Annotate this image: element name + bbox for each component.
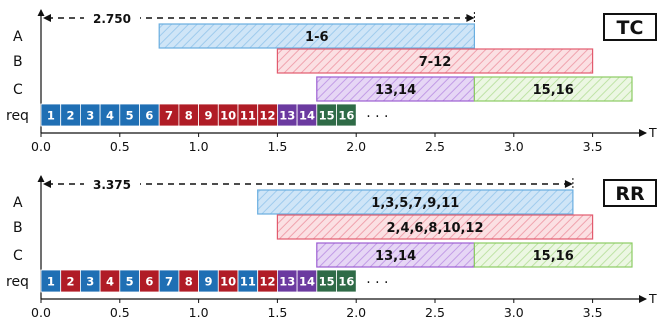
request-label: 13 [279, 275, 295, 289]
bar-label: 2,4,6,8,10,12 [386, 221, 483, 236]
duration-label-bg [84, 176, 140, 192]
tick-label: 0.5 [110, 305, 130, 320]
request-ellipsis: · · · [366, 109, 388, 125]
tick-label: 2.0 [346, 139, 366, 154]
bar-green [473, 76, 633, 102]
bar-label: 15,16 [533, 83, 574, 98]
request-label: 1 [47, 109, 55, 123]
request-label: 3 [86, 109, 94, 123]
request-label: 2 [67, 109, 75, 123]
request-label: 11 [240, 109, 256, 123]
bar-label: 1-6 [305, 30, 329, 45]
row-label-b: B [13, 220, 23, 236]
tick-label: 0.0 [31, 139, 51, 154]
bar-red [276, 48, 594, 74]
request-label: 16 [338, 109, 354, 123]
request-label: 12 [260, 275, 276, 289]
duration-arrow-left [43, 14, 51, 22]
request-label: 12 [260, 109, 276, 123]
duration-label: 3.375 [93, 178, 131, 192]
request-label: 8 [185, 275, 193, 289]
scheme-badge [603, 179, 657, 207]
duration-label: 2.750 [93, 12, 131, 26]
duration-label-bg [84, 10, 140, 26]
tick-label: 3.5 [583, 139, 603, 154]
tick-label: 3.0 [504, 305, 524, 320]
tick-label: 2.5 [425, 139, 445, 154]
row-label-a: A [13, 29, 23, 45]
bar-green [473, 242, 633, 268]
bar-blue [257, 189, 574, 215]
duration-arrow-right [466, 14, 475, 22]
request-label: 14 [299, 109, 315, 123]
tick-label: 3.5 [583, 305, 603, 320]
request-label: 5 [126, 109, 134, 123]
scheme-badge [603, 13, 657, 41]
request-label: 2 [67, 275, 75, 289]
req-label: req [6, 274, 29, 290]
tick-label: 3.0 [504, 139, 524, 154]
bar-red [276, 214, 594, 240]
request-label: 15 [319, 275, 335, 289]
tick-label: 1.0 [189, 139, 209, 154]
request-box [336, 103, 357, 127]
tick-label: 0.5 [110, 139, 130, 154]
bar-purple [316, 76, 475, 102]
bar-label: 7-12 [419, 55, 452, 70]
request-ellipsis: · · · [366, 275, 388, 291]
bar-label: 1,3,5,7,9,11 [371, 196, 459, 211]
req-label: req [6, 108, 29, 124]
request-label: 11 [240, 275, 256, 289]
row-label-a: A [13, 195, 23, 211]
bar-blue [158, 23, 476, 49]
request-label: 1 [47, 275, 55, 289]
bar-label: 13,14 [375, 83, 416, 98]
bar-purple [316, 242, 475, 268]
time-axis-label: T [648, 291, 657, 306]
request-label: 3 [86, 275, 94, 289]
tick-label: 2.0 [346, 305, 366, 320]
duration-arrow-right [564, 180, 573, 188]
request-label: 9 [204, 275, 212, 289]
request-label: 8 [185, 109, 193, 123]
row-label-b: B [13, 54, 23, 70]
request-label: 4 [106, 275, 114, 289]
request-label: 5 [126, 275, 134, 289]
request-label: 15 [319, 109, 335, 123]
tick-label: 1.5 [267, 139, 287, 154]
scheme-badge-label: TC [617, 17, 644, 39]
request-label: 16 [338, 275, 354, 289]
row-label-c: C [13, 248, 23, 264]
request-label: 6 [145, 275, 153, 289]
request-label: 14 [299, 275, 315, 289]
request-label: 10 [220, 109, 236, 123]
request-label: 9 [204, 109, 212, 123]
request-label: 13 [279, 109, 295, 123]
tick-label: 1.0 [189, 305, 209, 320]
request-label: 4 [106, 109, 114, 123]
tick-label: 2.5 [425, 305, 445, 320]
request-label: 7 [165, 109, 173, 123]
tick-label: 0.0 [31, 305, 51, 320]
row-label-c: C [13, 82, 23, 98]
tick-label: 1.5 [267, 305, 287, 320]
request-label: 7 [165, 275, 173, 289]
request-box [336, 269, 357, 293]
scheme-badge-label: RR [615, 183, 645, 205]
request-label: 6 [145, 109, 153, 123]
duration-arrow-left [43, 180, 51, 188]
bar-label: 15,16 [533, 249, 574, 264]
time-axis-label: T [648, 125, 657, 140]
bar-label: 13,14 [375, 249, 416, 264]
request-label: 10 [220, 275, 236, 289]
